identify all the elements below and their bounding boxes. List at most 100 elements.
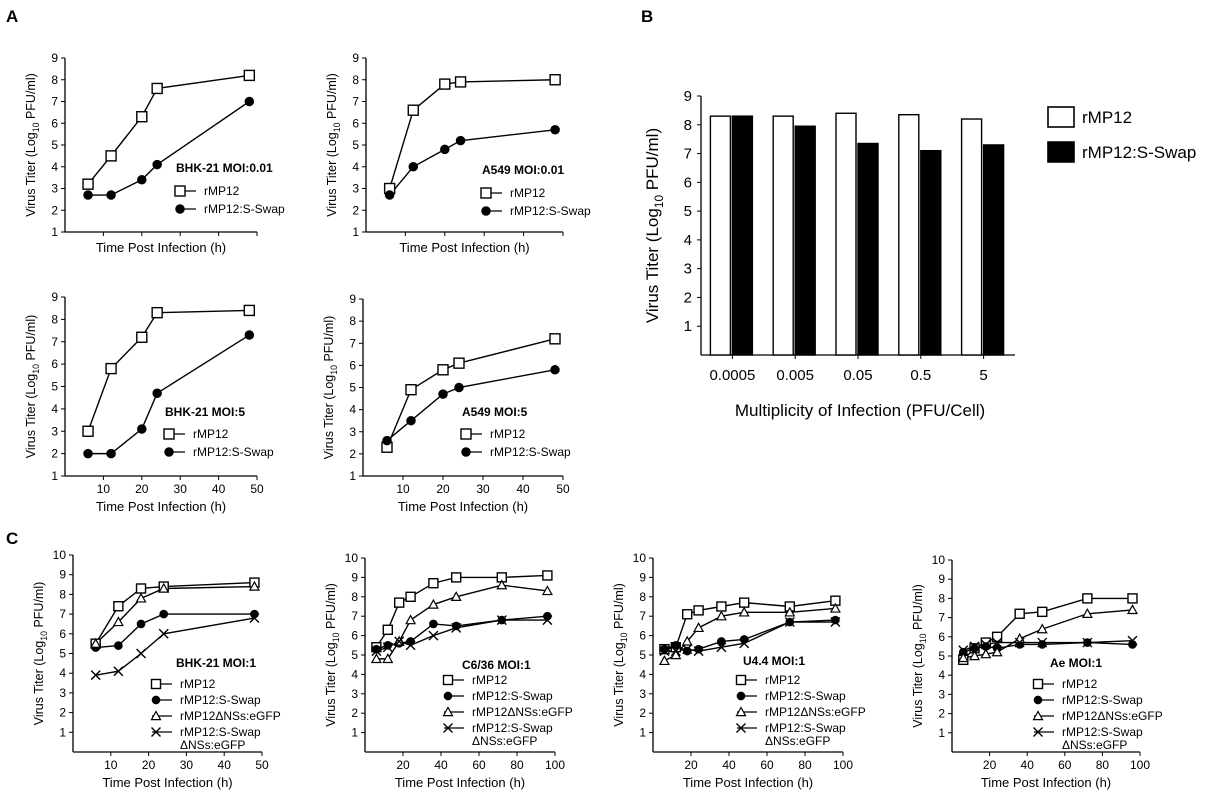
data-point [451, 621, 461, 631]
series-line [95, 581, 255, 645]
legend-marker [1033, 727, 1043, 737]
data-point [83, 448, 93, 459]
legend-swatch [1047, 106, 1075, 128]
data-point [739, 597, 750, 608]
data-point [405, 384, 417, 396]
legend-label: rMP12:S-Swap [765, 689, 846, 703]
data-point [969, 641, 980, 652]
legend-label: rMP12:S-Swap [1062, 725, 1143, 739]
y-tick-label: 7 [59, 607, 66, 621]
x-tick-label: 20 [684, 758, 698, 772]
y-axis-title: Virus Titer (Log10 PFU/ml) [325, 73, 342, 217]
y-tick-label: 4 [349, 403, 356, 417]
data-point [693, 622, 705, 633]
y-tick-label: 5 [639, 648, 646, 662]
data-point [451, 622, 462, 633]
legend-marker [460, 428, 472, 440]
legend-label: rMP12 [472, 673, 508, 687]
data-point [659, 646, 670, 657]
data-point [670, 646, 681, 657]
y-tick-label: 1 [684, 318, 692, 335]
data-point [694, 644, 703, 654]
x-tick-label: 20 [396, 758, 410, 772]
data-point [660, 644, 669, 654]
legend-marker [151, 695, 161, 705]
y-tick-label: 7 [351, 609, 358, 623]
data-point [1128, 640, 1137, 649]
data-point [394, 636, 405, 647]
data-point [1014, 608, 1025, 619]
x-tick-label: 50 [556, 482, 570, 496]
x-tick-label: 10 [104, 758, 118, 772]
data-point [1126, 604, 1138, 615]
y-tick-label: 8 [349, 314, 356, 328]
data-point [427, 598, 439, 609]
legend-label: rMP12:S-Swap [193, 445, 274, 459]
data-point [1127, 635, 1138, 646]
y-tick-label: 4 [51, 160, 58, 174]
x-tick-label: 20 [135, 482, 149, 496]
y-tick-label: 7 [938, 611, 945, 625]
y-tick-label: 2 [684, 289, 692, 306]
y-tick-label: 4 [938, 668, 945, 682]
data-point [542, 570, 553, 581]
bar [794, 125, 816, 356]
data-point [372, 644, 381, 654]
y-tick-label: 1 [639, 726, 646, 740]
x-tick-label: 20 [436, 482, 450, 496]
data-point [90, 670, 101, 681]
data-point [716, 642, 727, 653]
legend-marker [442, 706, 454, 717]
legend-marker [175, 204, 185, 214]
data-point [739, 638, 750, 649]
x-tick-label: 60 [760, 758, 774, 772]
data-point [244, 96, 255, 107]
panel-letter-a: A [6, 7, 18, 26]
y-tick-label: 2 [352, 203, 359, 217]
y-tick-label: 6 [938, 630, 945, 644]
x-axis-title: Time Post Infection (h) [399, 240, 529, 255]
plot-a1: 1 2 3 4 5 6 7 8 9 Time Post Infection (h) BHK-21 M… [51, 51, 285, 255]
legend-marker [174, 185, 186, 197]
legend-label: rMP12ΔNSs:eGFP [180, 709, 281, 723]
y-tick-label: 9 [684, 88, 692, 105]
y-tick-label: 4 [639, 667, 646, 681]
x-tick-label: 80 [1096, 758, 1110, 772]
data-point [406, 637, 415, 646]
data-point [114, 641, 123, 650]
data-point [1014, 637, 1025, 648]
legend-label: rMP12 [510, 186, 546, 200]
data-point [1082, 637, 1093, 648]
legend-label: rMP12ΔNSs:eGFP [765, 705, 866, 719]
y-tick-label: 2 [59, 706, 66, 720]
x-axis-title: Time Post Infection (h) [398, 499, 528, 514]
y-tick-label: 10 [345, 551, 359, 565]
bar [982, 144, 1005, 356]
y-tick-label: 2 [938, 707, 945, 721]
y-axis-title: Virus Titer (Log10 PFU/ml) [324, 583, 341, 727]
data-point [382, 435, 392, 446]
y-tick-label: 9 [352, 51, 359, 65]
data-point [1037, 640, 1047, 649]
data-point [90, 637, 102, 648]
plot-a4: 1 2 3 4 5 6 7 8 9 10 20 30 40 50 Time Post Infection (… [349, 292, 571, 514]
data-point [82, 425, 94, 437]
legend-marker [735, 674, 747, 686]
data-point [1037, 606, 1048, 618]
data-point [135, 583, 147, 594]
data-point [151, 306, 163, 319]
y-tick-label: 3 [51, 182, 58, 196]
x-tick-label: 20 [142, 758, 156, 772]
legend-label: ΔNSs:eGFP [1062, 738, 1127, 752]
data-point [454, 382, 464, 393]
data-point [244, 330, 255, 340]
data-point [682, 644, 693, 655]
x-axis-title: Time Post Infection (h) [981, 775, 1111, 790]
y-tick-label: 5 [59, 647, 66, 661]
data-point [717, 637, 726, 646]
y-tick-label: 10 [932, 553, 946, 567]
data-point [969, 650, 981, 661]
legend-label: ΔNSs:eGFP [765, 734, 830, 748]
data-point [83, 190, 93, 200]
data-point [715, 610, 727, 621]
